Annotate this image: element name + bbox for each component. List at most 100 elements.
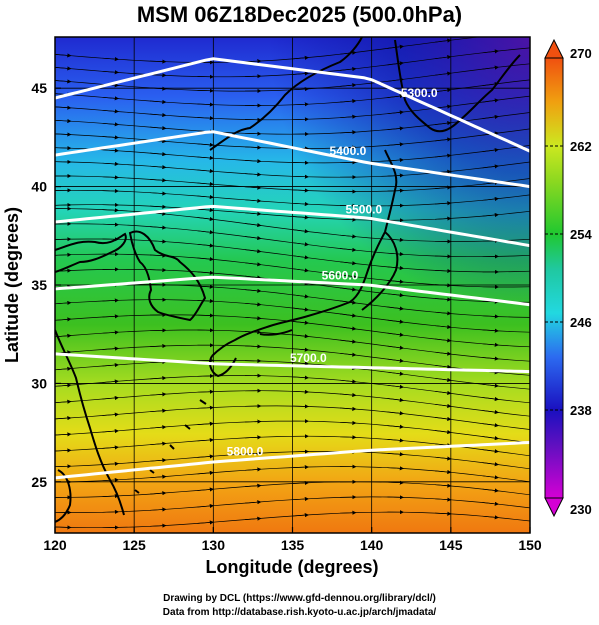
wind-arrow — [244, 516, 262, 521]
wind-arrow — [102, 70, 119, 75]
wind-arrow — [244, 145, 262, 150]
wind-arrow — [434, 403, 452, 409]
wind-arrow — [387, 265, 404, 271]
axis-ticks: 120 125 130 135 140 145 150 25 30 35 40 45 — [31, 80, 541, 553]
wind-arrow — [434, 456, 452, 461]
wind-arrow — [55, 145, 72, 151]
wind-arrow — [292, 201, 309, 207]
wind-arrow — [339, 420, 357, 426]
contour-line — [55, 352, 530, 374]
wind-arrow — [434, 153, 452, 158]
wind-arrow — [339, 352, 357, 357]
wind-arrow — [149, 376, 167, 381]
wind-arrow — [482, 396, 499, 402]
y-tick-label: 30 — [31, 375, 47, 391]
wind-arrow — [55, 66, 72, 71]
colorbar-fill — [544, 57, 564, 499]
wind-arrow — [55, 383, 72, 388]
wind-arrow — [244, 316, 262, 321]
credits: Drawing by DCL (https://www.gfd-dennou.o… — [0, 592, 599, 620]
lat-lon-grid — [55, 37, 530, 533]
wind-arrow — [102, 362, 119, 368]
wind-arrow — [149, 99, 167, 105]
wind-arrow — [482, 515, 499, 520]
wind-arrow — [387, 397, 404, 403]
contour-label: 5400.0 — [330, 144, 367, 158]
wind-arrow — [387, 452, 404, 457]
wind-arrow — [339, 130, 357, 135]
wind-arrow — [482, 501, 499, 506]
wind-arrow — [197, 503, 214, 509]
wind-arrow — [244, 483, 262, 488]
wind-arrow — [244, 302, 262, 307]
wind-arrow — [339, 287, 357, 292]
wind-arrow — [102, 298, 119, 303]
colorbar-tick-label: 238 — [570, 403, 592, 418]
wind-arrow — [102, 509, 119, 515]
wind-arrow — [434, 351, 452, 356]
wind-arrow — [55, 252, 72, 257]
wind-arrow — [292, 334, 309, 339]
wind-arrow — [102, 135, 119, 140]
colorbar-top-arrow — [544, 38, 564, 59]
wind-arrow — [55, 399, 72, 404]
wind-arrow — [197, 155, 214, 161]
wind-arrow — [102, 493, 119, 499]
wind-arrow — [244, 131, 262, 136]
wind-arrow — [434, 377, 452, 383]
wind-arrow — [434, 38, 452, 43]
wind-arrow — [387, 384, 404, 389]
wind-arrow — [102, 314, 119, 319]
wind-arrow — [197, 470, 214, 475]
wind-arrow — [482, 462, 499, 467]
wind-arrow — [55, 432, 72, 437]
wind-arrow — [482, 196, 499, 202]
wind-arrow — [339, 50, 357, 55]
wind-arrow — [434, 483, 452, 488]
wind-arrow — [482, 314, 499, 319]
wind-arrow — [197, 454, 214, 459]
wind-arrow — [434, 137, 452, 142]
contour-label: 5800.0 — [227, 445, 264, 459]
wind-arrow — [149, 253, 167, 258]
y-tick-label: 40 — [31, 179, 47, 195]
wind-arrow — [339, 326, 357, 331]
wind-arrow — [482, 488, 499, 493]
wind-arrow — [292, 188, 309, 193]
wind-arrow — [339, 247, 357, 252]
wind-arrow — [482, 328, 499, 333]
wind-arrow — [149, 507, 167, 512]
wind-arrow — [149, 59, 167, 64]
wind-arrow — [292, 174, 309, 179]
wind-arrow — [434, 497, 452, 502]
wind-arrow — [102, 208, 119, 213]
colorbar-tick-label: 270 — [570, 46, 592, 61]
wind-arrow — [292, 71, 309, 76]
wind-arrow — [244, 74, 262, 79]
contour-line — [55, 57, 530, 153]
wind-arrow — [434, 311, 452, 316]
wind-arrow — [434, 416, 452, 422]
wind-arrow — [102, 109, 119, 114]
wind-arrow — [55, 366, 72, 371]
colorbar-tick-label: 254 — [570, 227, 592, 242]
wind-arrow — [339, 435, 357, 440]
wind-arrow — [482, 423, 499, 428]
wind-arrow — [197, 389, 214, 394]
wind-arrow — [149, 491, 167, 496]
wind-arrow — [55, 105, 72, 110]
wind-arrow — [197, 437, 214, 443]
x-tick-label: 120 — [43, 537, 67, 553]
wind-arrow — [292, 294, 309, 299]
colorbar-bottom-arrow — [544, 497, 564, 518]
wind-arrow — [292, 465, 309, 470]
x-tick-label: 135 — [281, 537, 305, 553]
wind-arrow — [55, 317, 72, 322]
wind-arrow — [197, 116, 214, 121]
wind-arrow — [387, 319, 404, 324]
wind-arrow — [292, 320, 309, 325]
wind-arrow — [339, 274, 357, 279]
wind-arrow — [482, 356, 499, 361]
wind-arrow — [339, 66, 357, 72]
wind-arrow — [102, 161, 119, 166]
